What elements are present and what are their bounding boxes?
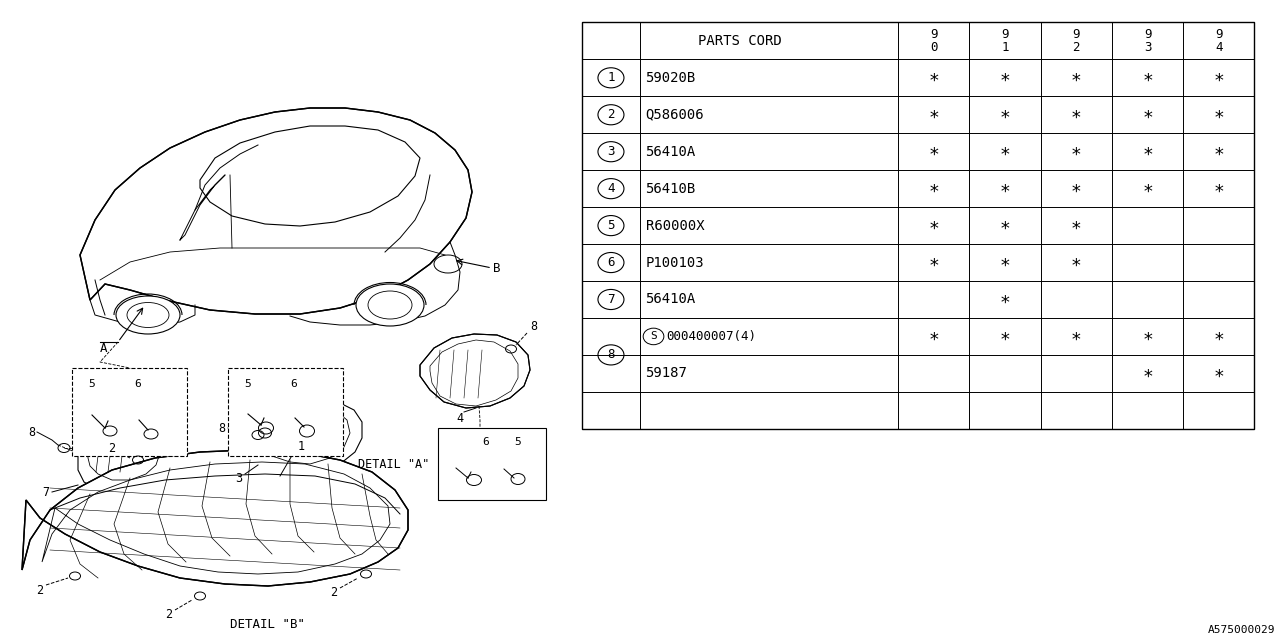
Text: ∗: ∗ <box>1071 253 1082 271</box>
Text: 4: 4 <box>456 412 463 424</box>
Text: 7: 7 <box>42 486 49 499</box>
Bar <box>582 22 1254 429</box>
Text: 2: 2 <box>165 609 172 621</box>
Text: 9: 9 <box>1144 28 1151 41</box>
Text: ∗: ∗ <box>1213 328 1224 346</box>
Text: ∗: ∗ <box>1142 328 1153 346</box>
Text: ∗: ∗ <box>928 180 940 198</box>
Polygon shape <box>78 420 177 492</box>
Text: ∗: ∗ <box>1071 216 1082 235</box>
Text: Q586006: Q586006 <box>645 108 704 122</box>
Text: 3: 3 <box>607 145 614 158</box>
Text: ∗: ∗ <box>1071 143 1082 161</box>
Text: 6: 6 <box>134 379 141 389</box>
Bar <box>72 368 187 456</box>
Text: ∗: ∗ <box>1071 180 1082 198</box>
Text: 9: 9 <box>1073 28 1080 41</box>
Text: 56410A: 56410A <box>645 292 696 307</box>
Text: 2: 2 <box>330 586 337 598</box>
Polygon shape <box>420 334 530 408</box>
Text: ∗: ∗ <box>928 69 940 87</box>
Text: 3: 3 <box>1144 41 1151 54</box>
Text: B: B <box>493 262 500 275</box>
Text: R60000X: R60000X <box>645 219 704 232</box>
Text: 5: 5 <box>244 379 251 389</box>
Bar <box>438 428 547 500</box>
Text: 1: 1 <box>607 71 614 84</box>
Bar <box>228 368 343 456</box>
Ellipse shape <box>356 284 424 326</box>
Text: ∗: ∗ <box>1000 143 1010 161</box>
Text: A575000029: A575000029 <box>1207 625 1275 635</box>
Text: 2: 2 <box>36 584 44 596</box>
Text: ∗: ∗ <box>1000 328 1010 346</box>
Text: ∗: ∗ <box>1142 364 1153 382</box>
Text: P100103: P100103 <box>645 255 704 269</box>
Text: 59020B: 59020B <box>645 71 696 85</box>
Text: ∗: ∗ <box>1213 106 1224 124</box>
Text: 59187: 59187 <box>645 366 687 380</box>
Text: ∗: ∗ <box>1000 69 1010 87</box>
Text: 8: 8 <box>218 422 225 435</box>
Text: 56410A: 56410A <box>645 145 696 159</box>
Text: 7: 7 <box>607 293 614 306</box>
Text: ∗: ∗ <box>1213 143 1224 161</box>
Text: ∗: ∗ <box>1000 291 1010 308</box>
Text: 2: 2 <box>607 108 614 121</box>
Text: ∗: ∗ <box>1142 69 1153 87</box>
Text: 9: 9 <box>1001 28 1009 41</box>
Text: PARTS CORD: PARTS CORD <box>699 34 782 48</box>
Text: S: S <box>650 332 657 341</box>
Text: A: A <box>100 342 108 355</box>
Polygon shape <box>22 450 408 586</box>
Text: DETAIL "A": DETAIL "A" <box>358 458 429 470</box>
Text: 5: 5 <box>607 219 614 232</box>
Text: ∗: ∗ <box>1071 106 1082 124</box>
Text: 2: 2 <box>108 442 115 454</box>
Text: 5: 5 <box>88 379 95 389</box>
Text: 1: 1 <box>1001 41 1009 54</box>
Text: 8: 8 <box>607 348 614 362</box>
Text: DETAIL "B": DETAIL "B" <box>230 618 305 632</box>
Text: ∗: ∗ <box>1000 106 1010 124</box>
Text: ∗: ∗ <box>928 253 940 271</box>
Text: ∗: ∗ <box>1142 180 1153 198</box>
Text: ∗: ∗ <box>1142 143 1153 161</box>
Ellipse shape <box>116 296 180 334</box>
Polygon shape <box>200 126 420 226</box>
Text: ∗: ∗ <box>1142 106 1153 124</box>
Text: 0: 0 <box>931 41 938 54</box>
Text: ∗: ∗ <box>1213 180 1224 198</box>
Text: 56410B: 56410B <box>645 182 696 196</box>
Text: 8: 8 <box>530 319 538 333</box>
Text: 4: 4 <box>607 182 614 195</box>
Text: 1: 1 <box>298 440 305 452</box>
Text: 2: 2 <box>1073 41 1080 54</box>
Text: ∗: ∗ <box>1000 180 1010 198</box>
Polygon shape <box>79 108 472 314</box>
Text: ∗: ∗ <box>1213 69 1224 87</box>
Text: ∗: ∗ <box>1213 364 1224 382</box>
Text: 6: 6 <box>291 379 297 389</box>
Text: 9: 9 <box>931 28 938 41</box>
Text: ∗: ∗ <box>928 143 940 161</box>
Text: ∗: ∗ <box>928 106 940 124</box>
Text: 9: 9 <box>1215 28 1222 41</box>
Text: ∗: ∗ <box>928 328 940 346</box>
Text: 5: 5 <box>515 437 521 447</box>
Polygon shape <box>250 400 362 474</box>
Text: 000400007(4): 000400007(4) <box>666 330 756 343</box>
Text: 4: 4 <box>1215 41 1222 54</box>
Text: ∗: ∗ <box>1071 328 1082 346</box>
Text: ∗: ∗ <box>928 216 940 235</box>
Text: ∗: ∗ <box>1071 69 1082 87</box>
Text: 6: 6 <box>607 256 614 269</box>
Text: 6: 6 <box>483 437 489 447</box>
Text: ∗: ∗ <box>1000 216 1010 235</box>
Text: ∗: ∗ <box>1000 253 1010 271</box>
Text: 8: 8 <box>28 426 35 438</box>
Text: 3: 3 <box>236 472 242 484</box>
